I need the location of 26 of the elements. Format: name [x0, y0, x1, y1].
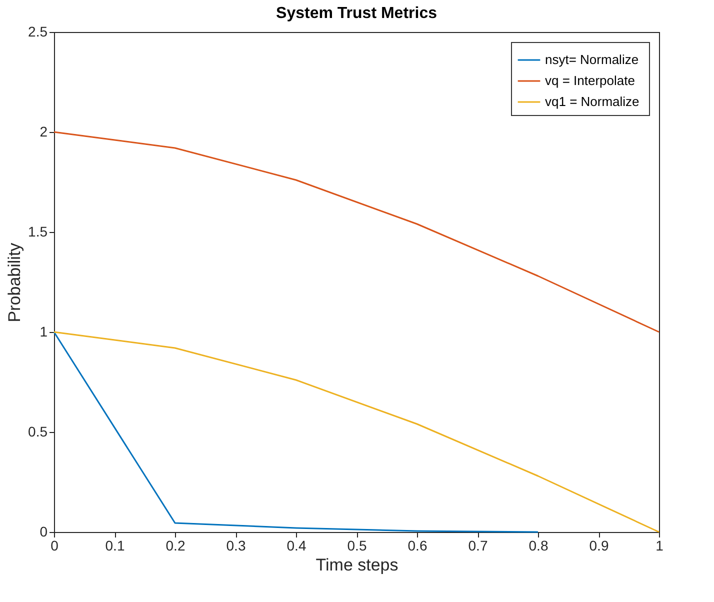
- line-series: [53, 331, 539, 533]
- x-tick-label: 0.5: [347, 538, 367, 554]
- y-tick-label: 0: [40, 524, 48, 540]
- legend-label: vq = Interpolate: [545, 73, 635, 88]
- y-axis-title: Probability: [5, 242, 24, 322]
- y-tick-label: 0.5: [28, 424, 48, 440]
- chart-title: System Trust Metrics: [276, 5, 438, 22]
- x-tick-label: 0.6: [408, 538, 428, 554]
- legend-label: nsyt= Normalize: [545, 52, 639, 67]
- line-series: [53, 131, 660, 333]
- legend-label: vq1 = Normalize: [545, 94, 640, 109]
- y-tick-label: 2: [40, 124, 48, 140]
- x-tick-label: 0.9: [589, 538, 609, 554]
- y-tick-label: 2.5: [28, 24, 48, 40]
- x-tick-label: 1: [656, 538, 664, 554]
- x-tick-label: 0.8: [528, 538, 548, 554]
- x-tick-label: 0.3: [226, 538, 246, 554]
- y-tick-label: 1: [40, 324, 48, 340]
- x-tick-label: 0.1: [105, 538, 125, 554]
- x-axis-title: Time steps: [316, 556, 398, 574]
- x-tick-label: 0.7: [468, 538, 488, 554]
- x-tick-label: 0: [50, 538, 59, 554]
- x-tick-label: 0.2: [166, 538, 186, 554]
- y-tick-label: 1.5: [28, 224, 48, 240]
- x-tick-label: 0.4: [286, 538, 306, 554]
- line-series: [53, 331, 660, 533]
